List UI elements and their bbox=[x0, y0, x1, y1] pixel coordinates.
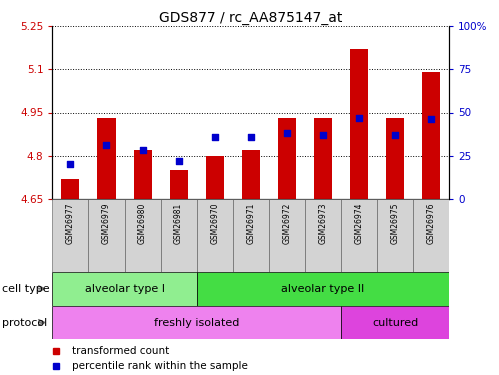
Bar bbox=[52, 272, 197, 306]
Text: GSM26974: GSM26974 bbox=[354, 202, 363, 244]
Bar bbox=[125, 199, 161, 272]
Bar bbox=[97, 118, 115, 199]
Bar bbox=[269, 199, 305, 272]
Text: protocol: protocol bbox=[2, 318, 48, 327]
Point bbox=[175, 158, 183, 164]
Text: alveolar type II: alveolar type II bbox=[281, 284, 364, 294]
Bar bbox=[278, 118, 296, 199]
Text: freshly isolated: freshly isolated bbox=[154, 318, 240, 327]
Text: cultured: cultured bbox=[372, 318, 418, 327]
Bar bbox=[350, 49, 368, 199]
Point bbox=[427, 116, 435, 122]
Bar bbox=[134, 150, 152, 199]
Point bbox=[247, 134, 254, 140]
Bar bbox=[233, 199, 269, 272]
Text: GSM26977: GSM26977 bbox=[66, 202, 75, 244]
Point bbox=[211, 134, 219, 140]
Text: GSM26973: GSM26973 bbox=[318, 202, 327, 244]
Text: cell type: cell type bbox=[2, 284, 50, 294]
Text: GSM26980: GSM26980 bbox=[138, 202, 147, 244]
Bar bbox=[314, 118, 332, 199]
Bar bbox=[161, 199, 197, 272]
Bar bbox=[305, 199, 341, 272]
Text: GSM26970: GSM26970 bbox=[210, 202, 219, 244]
Point bbox=[139, 147, 147, 153]
Point bbox=[283, 130, 291, 136]
Bar bbox=[197, 199, 233, 272]
Text: GSM26972: GSM26972 bbox=[282, 202, 291, 244]
Bar bbox=[61, 178, 79, 199]
Bar bbox=[197, 272, 449, 306]
Point bbox=[355, 115, 363, 121]
Bar bbox=[413, 199, 449, 272]
Title: GDS877 / rc_AA875147_at: GDS877 / rc_AA875147_at bbox=[159, 11, 342, 25]
Point bbox=[66, 161, 74, 167]
Bar bbox=[52, 306, 341, 339]
Bar bbox=[341, 306, 449, 339]
Bar bbox=[242, 150, 260, 199]
Bar bbox=[206, 156, 224, 199]
Bar bbox=[341, 199, 377, 272]
Point bbox=[391, 132, 399, 138]
Point bbox=[319, 132, 327, 138]
Text: percentile rank within the sample: percentile rank within the sample bbox=[72, 360, 248, 370]
Bar bbox=[170, 170, 188, 199]
Bar bbox=[52, 199, 88, 272]
Bar bbox=[88, 199, 125, 272]
Bar bbox=[422, 72, 440, 199]
Bar bbox=[386, 118, 404, 199]
Point bbox=[102, 142, 110, 148]
Text: GSM26975: GSM26975 bbox=[391, 202, 400, 244]
Text: alveolar type I: alveolar type I bbox=[84, 284, 165, 294]
Text: GSM26976: GSM26976 bbox=[427, 202, 436, 244]
Text: transformed count: transformed count bbox=[72, 346, 170, 356]
Text: GSM26971: GSM26971 bbox=[246, 202, 255, 244]
Text: GSM26981: GSM26981 bbox=[174, 202, 183, 244]
Bar bbox=[377, 199, 413, 272]
Text: GSM26979: GSM26979 bbox=[102, 202, 111, 244]
